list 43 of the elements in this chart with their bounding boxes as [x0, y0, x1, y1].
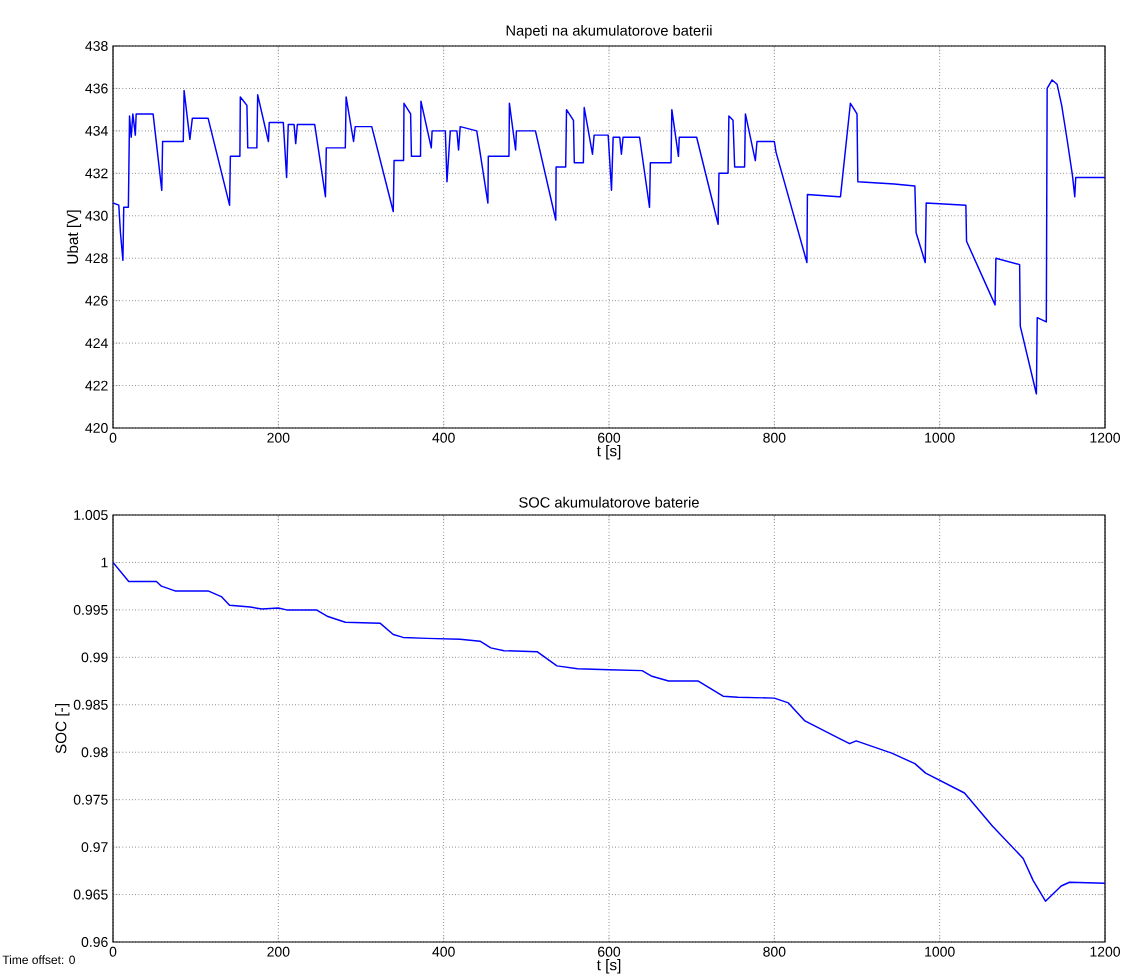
x-tick-label: 1000 [925, 946, 955, 957]
y-tick-label: 0.97 [81, 842, 108, 853]
line-series [113, 79, 1106, 395]
x-axis-title: t [s] [596, 445, 621, 460]
y-tick-label: 0.995 [73, 604, 108, 615]
y-tick-label: 424 [85, 338, 108, 348]
y-tick-label: 438 [85, 41, 108, 51]
y-tick-label: 0.98 [81, 747, 108, 758]
chart-title: SOC akumulatorove baterie [519, 496, 699, 508]
x-tick-label: 1200 [1090, 432, 1121, 443]
y-tick-label: 432 [85, 168, 108, 179]
text: Time offset: 0 [2, 955, 75, 965]
y-tick-label: 434 [85, 125, 108, 136]
x-tick-label: 1000 [925, 432, 955, 443]
y-tick-label: 430 [85, 210, 108, 221]
x-tick-label: 200 [267, 946, 290, 957]
x-tick-label: 200 [267, 432, 290, 443]
y-tick-label: 1 [101, 557, 108, 568]
x-tick-label: 400 [432, 432, 455, 443]
x-tick-label: 600 [598, 946, 621, 957]
y-tick-label: 1.005 [74, 510, 108, 520]
x-tick-label: 1200 [1090, 946, 1121, 957]
x-axis-title: t [s] [596, 959, 621, 974]
x-tick-label: 800 [763, 432, 786, 443]
y-axis-title: Ubat [V] [66, 210, 82, 264]
y-tick-label: 436 [85, 83, 108, 94]
x-tick-label: 0 [109, 946, 117, 957]
y-tick-label: 0.99 [81, 652, 108, 663]
x-tick-label: 600 [598, 432, 621, 443]
y-tick-label: 428 [85, 253, 108, 264]
y-tick-label: 0.975 [73, 794, 108, 805]
y-tick-label: 0.965 [73, 889, 108, 900]
x-tick-label: 0 [109, 432, 117, 443]
y-tick-label: 426 [85, 295, 108, 306]
y-tick-label: 0.96 [81, 937, 108, 947]
x-tick-label: 800 [763, 946, 786, 957]
y-axis-title: SOC [-] [55, 704, 70, 754]
x-tick-label: 400 [432, 946, 455, 957]
y-tick-label: 420 [85, 423, 108, 433]
y-tick-label: 0.985 [73, 699, 108, 710]
line-series [113, 561, 1106, 902]
chart-title: Napeti na akumulatorove baterii [506, 24, 712, 39]
y-tick-label: 422 [85, 380, 108, 391]
